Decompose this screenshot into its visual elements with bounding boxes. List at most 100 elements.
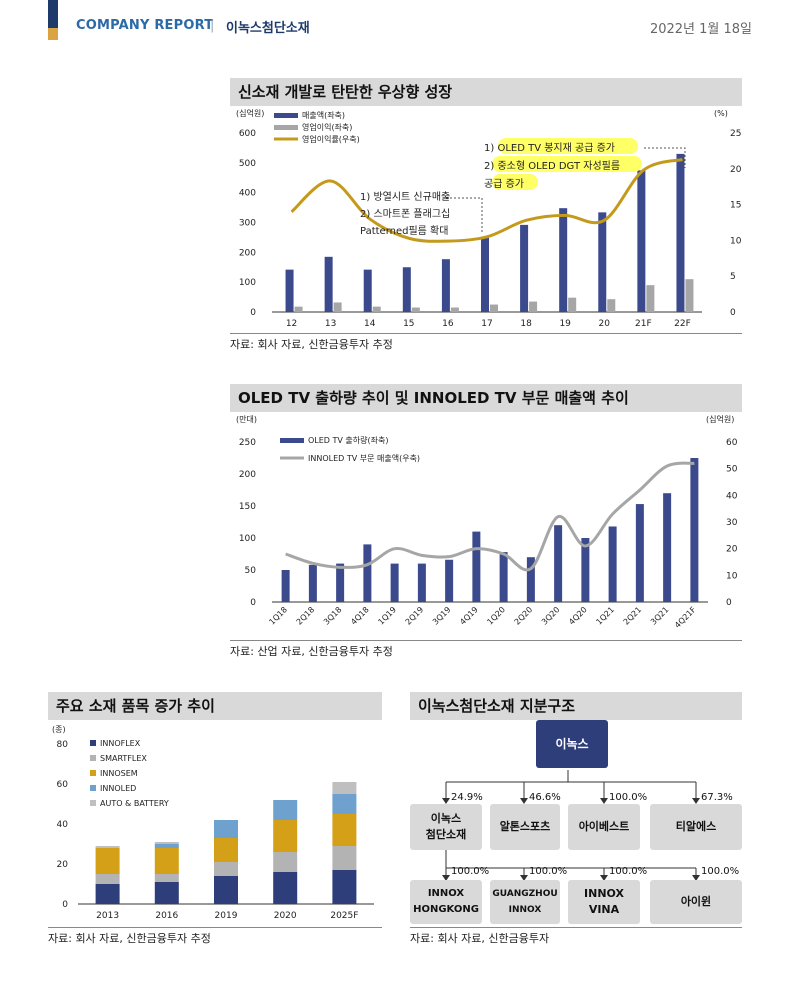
revenue-bar [285, 269, 294, 312]
company-name: 이녹스첨단소재 [226, 21, 310, 36]
stack-segment-innoflex [154, 882, 179, 904]
x-tick-label: 17 [481, 319, 492, 329]
annotation2-highlight [492, 174, 538, 190]
stack-segment-innosem [154, 848, 179, 874]
y-left-tick: 100 [239, 278, 256, 288]
y-tick: 0 [62, 900, 68, 910]
x-tick-label: 2Q18 [295, 605, 317, 627]
x-tick-label: 1Q21 [594, 605, 616, 627]
section1-rule [230, 333, 742, 334]
legend-shipment: OLED TV 출하량(좌축) [308, 435, 388, 445]
legend-swatch [90, 755, 96, 761]
oled-shipment-bar [417, 563, 426, 602]
pct-innox-hongkong: 100.0% [451, 866, 490, 877]
revenue-bar [402, 267, 411, 312]
op-margin-line [290, 158, 683, 243]
revenue-bar [363, 269, 372, 312]
y-left-tick: 200 [239, 470, 256, 480]
header-accent-bottom [48, 28, 58, 40]
y-left-tick: 200 [239, 248, 256, 258]
oled-shipment-bar [554, 525, 563, 602]
legend-op-margin: 영업이익률(우축) [302, 134, 360, 144]
oled-shipment-bar [308, 564, 317, 602]
stack-segment-auto-battery [95, 846, 120, 848]
pct-innox-vina: 100.0% [609, 866, 648, 877]
stack-segment-smartflex [154, 874, 179, 882]
annotation2-leader [644, 147, 686, 168]
revenue-bar [481, 237, 489, 312]
legend-swatch [90, 800, 96, 806]
revenue-bar [676, 153, 685, 312]
pct-ivest: 100.0% [609, 792, 648, 803]
op-profit-bar [568, 297, 577, 312]
y-right-tick: 15 [730, 201, 741, 211]
y-left-tick: 50 [245, 566, 257, 576]
x-tick-label: 14 [364, 319, 376, 329]
pct-guangzhou-innox: 100.0% [529, 866, 568, 877]
x-tick-label: 4Q21F [673, 605, 698, 630]
legend-swatch-shipment [280, 438, 304, 443]
oled-shipment-bar [499, 552, 508, 602]
org-node-innox-hongkong: INNOX HONGKONG [410, 880, 482, 924]
org-node-iwin: 아이윈 [650, 880, 742, 924]
oled-shipment-bar [472, 531, 481, 602]
x-tick-label: 21F [635, 319, 652, 329]
x-tick-label: 12 [286, 319, 297, 329]
ownership-connectors [442, 770, 700, 881]
stack-segment-innoflex [273, 872, 298, 904]
x-tick-label: 2016 [155, 911, 178, 921]
section3-rule [48, 927, 382, 928]
annotation1-line: Patterned필름 확대 [360, 225, 448, 237]
y-tick: 80 [57, 740, 69, 750]
op-profit-bar [411, 307, 420, 312]
legend-swatch [90, 785, 96, 791]
stack-segment-innoled [273, 800, 298, 820]
org-node-alton-sports: 알톤스포츠 [490, 804, 560, 850]
annotation1-line: 1) 방열시트 신규매출 [360, 191, 450, 203]
section1-title: 신소재 개발로 탄탄한 우상향 성장 [230, 78, 742, 106]
legend-entry: INNOLED [100, 784, 136, 793]
y-right-tick: 10 [726, 571, 738, 581]
revenue-chart: (십억원) (%) 0 100 200 300 400 500 600 0 5 10 15 20 25 12 1… [236, 108, 742, 329]
org-node-innox-vina: INNOX VINA [568, 880, 640, 924]
y-right-tick: 0 [730, 308, 736, 318]
stack-segment-innoled [214, 820, 238, 838]
x-tick-label: 4Q20 [567, 605, 589, 627]
section4-source: 자료: 회사 자료, 신한금융투자 [410, 932, 550, 945]
x-tick-label: 1Q19 [376, 605, 398, 627]
op-profit-bar [450, 307, 459, 312]
section2-source: 자료: 산업 자료, 신한금융투자 추정 [230, 645, 393, 658]
x-tick-label: 1Q18 [267, 605, 289, 627]
header-accent-bar [48, 0, 58, 40]
stack-segment-innosem [214, 838, 238, 862]
pct-alton: 46.6% [529, 792, 561, 803]
section3-source: 자료: 회사 자료, 신한금융투자 추정 [48, 932, 211, 945]
pct-trs: 67.3% [701, 792, 733, 803]
section4-rule [410, 927, 742, 928]
legend-revenue: INNOLED TV 부문 매출액(우축) [308, 453, 420, 463]
revenue-bar [441, 259, 450, 312]
revenue-bar [637, 170, 646, 312]
y-tick: 20 [57, 860, 69, 870]
stack-segment-smartflex [95, 874, 120, 884]
legend-swatch [90, 740, 96, 746]
stack-segment-innoflex [95, 884, 120, 904]
legend-op-profit: 영업이익(좌축) [302, 122, 352, 132]
stack-segment-innosem [95, 848, 120, 874]
x-tick-label: 2Q21 [622, 605, 644, 627]
oled-shipment-bar [690, 458, 699, 602]
op-profit-bar [294, 306, 303, 312]
x-tick-label: 4Q19 [458, 605, 480, 627]
org-node-innox: 이녹스 [536, 720, 608, 768]
annotation2-line: 공급 증가 [484, 178, 524, 190]
org-node-guangzhou-innox: GUANGZHOU INNOX [490, 880, 560, 924]
y-left-unit: (만대) [236, 415, 257, 424]
y-right-tick: 60 [726, 438, 738, 448]
oled-shipment-bar [608, 526, 617, 602]
stack-segment-innoled [332, 794, 357, 814]
y-tick: 40 [57, 820, 69, 830]
op-profit-bar [529, 301, 538, 312]
x-tick-label: 13 [325, 319, 336, 329]
y-right-tick: 40 [726, 491, 738, 501]
annotation2-line: 2) 중소형 OLED DGT 자성필름 [484, 160, 620, 172]
